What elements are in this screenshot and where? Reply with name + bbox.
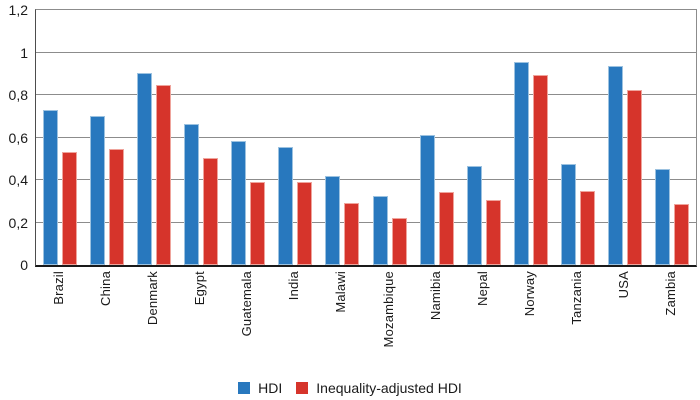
x-axis-category-label: Egypt	[192, 271, 207, 306]
bar-ihdi-nepal	[485, 200, 501, 265]
bar-hdi-mozambique	[372, 195, 388, 265]
x-axis-category-label: Mozambique	[380, 271, 396, 348]
y-axis-tick-label: 1,2	[8, 2, 28, 18]
x-axis-category-label: Brazil	[50, 271, 66, 305]
inequality-adjusted-hdi-swatch-icon	[296, 382, 309, 394]
x-axis-category-label: Tanzania	[569, 271, 585, 325]
bar-hdi-india	[278, 147, 294, 265]
bar-hdi-malawi	[325, 175, 341, 265]
bar-hdi-norway	[514, 62, 529, 265]
bar-ihdi-india	[297, 182, 313, 265]
y-axis-tick-label: 0,6	[8, 129, 28, 146]
gridline	[36, 221, 696, 223]
bar-hdi-zambia	[655, 169, 671, 265]
bar-ihdi-guatemala	[250, 182, 266, 265]
x-axis-category-label: India	[286, 271, 302, 301]
plot-area	[35, 9, 697, 267]
bar-ihdi-denmark	[155, 85, 171, 265]
bar-ihdi-mozambique	[391, 218, 407, 265]
legend-label-inequality-adjusted-hdi: Inequality-adjusted HDI	[316, 380, 462, 396]
bar-hdi-brazil	[42, 109, 58, 265]
bar-hdi-egypt	[184, 123, 199, 265]
y-axis-tick-label: 0,2	[8, 214, 28, 231]
gridline	[36, 51, 696, 53]
gridline	[36, 94, 696, 95]
bar-hdi-china	[89, 116, 105, 265]
bar-hdi-denmark	[136, 72, 152, 265]
bar-ihdi-norway	[533, 74, 548, 265]
hdi-swatch-icon	[238, 382, 251, 394]
bar-ihdi-namibia	[438, 191, 454, 265]
y-axis-tick-label: 0,8	[8, 87, 28, 103]
x-axis-category-label: Denmark	[144, 271, 160, 326]
bar-ihdi-egypt	[203, 157, 218, 265]
bar-ihdi-zambia	[674, 204, 690, 265]
x-axis-category-label: Namibia	[427, 271, 443, 321]
bar-hdi-usa	[608, 66, 624, 265]
y-axis-tick-label: 0	[20, 257, 28, 273]
bar-ihdi-brazil	[61, 152, 77, 265]
x-axis-category-label: Nepal	[474, 271, 490, 306]
legend-label-hdi: HDI	[258, 380, 283, 396]
bar-hdi-tanzania	[561, 164, 577, 265]
gridline	[36, 136, 696, 138]
legend: HDI Inequality-adjusted HDI	[0, 379, 700, 397]
bar-ihdi-tanzania	[580, 190, 596, 265]
legend-item-hdi: HDI	[238, 380, 282, 396]
x-axis-category-label: Malawi	[333, 271, 349, 313]
y-axis-tick-label: 1	[20, 44, 28, 61]
bar-hdi-guatemala	[231, 140, 247, 265]
bar-hdi-nepal	[466, 166, 482, 265]
x-axis-category-label: Zambia	[663, 271, 679, 316]
x-axis-category-label: Guatemala	[239, 271, 255, 337]
x-axis-category-label: USA	[616, 271, 632, 299]
bar-ihdi-usa	[627, 89, 643, 265]
bar-hdi-namibia	[419, 135, 435, 265]
x-axis-category-label: China	[97, 271, 113, 306]
legend-item-inequality-adjusted-hdi: Inequality-adjusted HDI	[296, 380, 462, 396]
gridline	[36, 179, 696, 180]
y-axis-tick-label: 0,4	[8, 172, 28, 188]
bar-ihdi-malawi	[344, 203, 360, 265]
x-axis-category-label: Norway	[522, 271, 537, 317]
bar-ihdi-china	[108, 149, 124, 265]
